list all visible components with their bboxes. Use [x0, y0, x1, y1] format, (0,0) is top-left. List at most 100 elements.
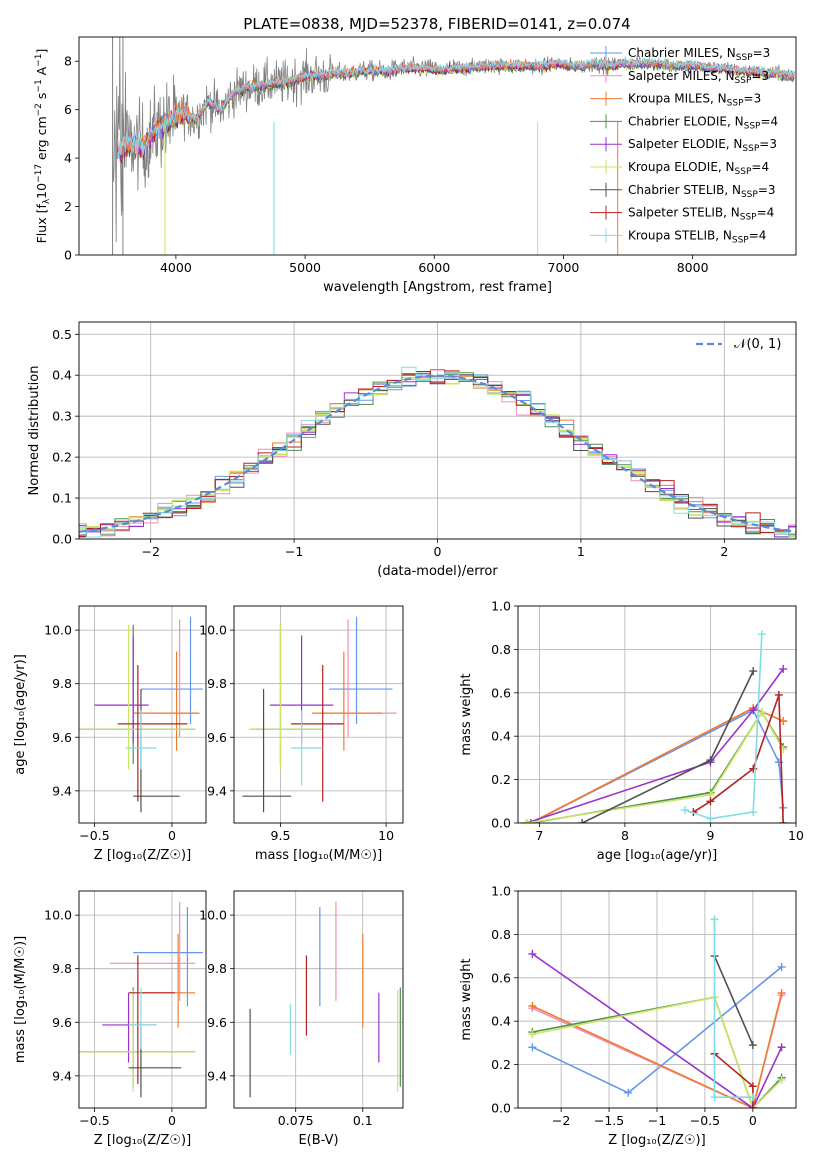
weight-line-se: [531, 953, 783, 1108]
ebv-mass-axes: 0.075 0.1 9.4 9.6 9.8 10.0 E(B-V): [199, 891, 403, 1148]
x-axis-label: Z [log₁₀(Z/Z☉)]: [608, 1133, 705, 1148]
x-tick-label: 1: [577, 544, 585, 559]
y-tick-label: 0.8: [491, 927, 511, 942]
y-axis-label: Normed distribution: [27, 366, 42, 496]
y-tick-label: 0: [64, 248, 72, 263]
z-mass-axes: −0.5 0 9.4 9.6 9.8 10.0 Z [log₁₀(Z/Z☉)] mass [l…: [13, 891, 206, 1148]
x-tick-label: −0.5: [79, 1113, 109, 1128]
legend-label-ss: Salpeter STELIB, NSSP=4: [628, 206, 774, 223]
weight-line-cs: [713, 955, 754, 1046]
weight-marker-ss: [748, 1104, 757, 1108]
histogram-cs: [79, 374, 796, 538]
legend-label-se: Salpeter ELODIE, NSSP=3: [628, 137, 777, 154]
y-tick-label: 10.0: [199, 623, 227, 638]
x-tick-label: 8: [621, 828, 629, 843]
weight-marker-ss: [706, 797, 715, 806]
y-tick-label: 10.0: [199, 908, 227, 923]
y-tick-label: 0.4: [491, 1014, 511, 1029]
z-age-frame: [78, 605, 207, 824]
y-tick-label: 0.4: [491, 729, 511, 744]
weight-marker-cs: [706, 756, 715, 765]
weight-marker-km: [777, 988, 786, 997]
model-spectrum-ks: [117, 56, 795, 159]
y-tick-label: 0.2: [491, 772, 511, 787]
y-tick-label: 0.2: [52, 450, 72, 465]
weight-line-ke: [526, 710, 784, 823]
age-weight-frame: [517, 605, 797, 824]
weight-marker-se: [749, 706, 758, 715]
y-tick-label: 9.4: [52, 1068, 72, 1083]
x-tick-label: 0: [168, 828, 176, 843]
weight-marker-ce: [526, 819, 535, 823]
age-weight-series: [522, 630, 788, 823]
spectrum-lines: [112, 37, 795, 255]
y-tick-label: 9.6: [52, 1015, 72, 1030]
weight-marker-km: [528, 1002, 537, 1011]
x-tick-label: 4000: [160, 260, 192, 275]
x-tick-label: −1.5: [594, 1113, 624, 1128]
y-axis-label: mass weight: [459, 958, 474, 1040]
x-tick-label: 6000: [418, 260, 450, 275]
z-weight-series: [528, 915, 786, 1108]
weight-marker-ke: [522, 819, 531, 823]
weight-marker-cm: [528, 1043, 537, 1052]
y-tick-label: 0.0: [491, 816, 511, 831]
x-axis-label: age [log₁₀(age/yr)]: [597, 848, 718, 863]
y-tick-label: 8: [64, 54, 72, 69]
x-tick-label: 0: [434, 544, 442, 559]
y-tick-label: 9.8: [207, 961, 227, 976]
weight-marker-ss: [779, 819, 788, 823]
weight-marker-se: [779, 664, 788, 673]
y-tick-label: 0.4: [52, 368, 72, 383]
x-axis-label: wavelength [Angstrom, rest frame]: [323, 280, 552, 295]
histogram-lines: [79, 366, 796, 538]
weight-marker-cm: [777, 962, 786, 971]
y-tick-label: 0.5: [52, 327, 72, 342]
y-tick-label: 9.8: [52, 676, 72, 691]
y-axis-label: mass [log₁₀(M/M☉)]: [13, 936, 28, 1063]
weight-marker-ss: [774, 690, 783, 699]
weight-line-ke: [532, 996, 783, 1108]
z-age-axes: −0.5 0 9.4 9.6 9.8 10.0 Z [log₁₀(Z/Z☉)] age [lo…: [13, 606, 206, 863]
mass-age-frame: [233, 605, 404, 824]
x-tick-label: 9: [706, 828, 714, 843]
x-tick-label: 10: [378, 828, 394, 843]
z-weight-frame: [517, 890, 797, 1109]
x-tick-label: 7000: [548, 260, 580, 275]
x-tick-label: −2: [552, 1113, 570, 1128]
y-tick-label: 4: [64, 151, 72, 166]
weight-line-cm: [530, 709, 784, 823]
y-tick-label: 0.2: [491, 1057, 511, 1072]
weight-marker-ks: [710, 1093, 719, 1102]
histogram-km: [79, 369, 796, 537]
x-tick-label: 9.5: [271, 828, 291, 843]
y-tick-label: 0.0: [52, 532, 72, 547]
weight-marker-se: [777, 1043, 786, 1052]
y-tick-label: 10.0: [44, 623, 72, 638]
x-tick-label: 8000: [677, 260, 709, 275]
ebv-mass-frame: [233, 890, 404, 1109]
y-tick-label: 9.8: [52, 961, 72, 976]
weight-marker-ke: [528, 1030, 537, 1039]
legend-label-sm: Salpeter MILES, NSSP=3: [628, 69, 769, 86]
y-tick-label: 0.6: [491, 970, 511, 985]
weight-marker-ss: [748, 1082, 757, 1091]
weight-marker-ks: [710, 915, 719, 924]
spectrum-axes: 4000 5000 6000 7000 8000 0 2 4 6 8 wavelength [Ang…: [64, 54, 709, 295]
y-tick-label: 10.0: [44, 908, 72, 923]
y-tick-label: 6: [64, 102, 72, 117]
histogram-cm: [79, 373, 796, 538]
weight-marker-ke: [777, 1075, 786, 1084]
y-axis-label: mass weight: [459, 673, 474, 755]
x-axis-label: E(B-V): [298, 1133, 338, 1148]
x-axis-label: (data-model)/error: [377, 564, 498, 579]
y-tick-label: 0.6: [491, 685, 511, 700]
weight-marker-cm: [624, 1088, 633, 1097]
weight-marker-cs: [749, 667, 758, 676]
x-tick-label: −1: [648, 1113, 666, 1128]
z-mass-frame: [78, 890, 207, 1109]
y-tick-label: 1.0: [491, 599, 511, 614]
mass-age-axes: 9.5 10 9.4 9.6 9.8 10.0 mass [log₁₀(M/M☉)]: [199, 606, 403, 863]
mass-age-errorbars: [242, 616, 397, 813]
